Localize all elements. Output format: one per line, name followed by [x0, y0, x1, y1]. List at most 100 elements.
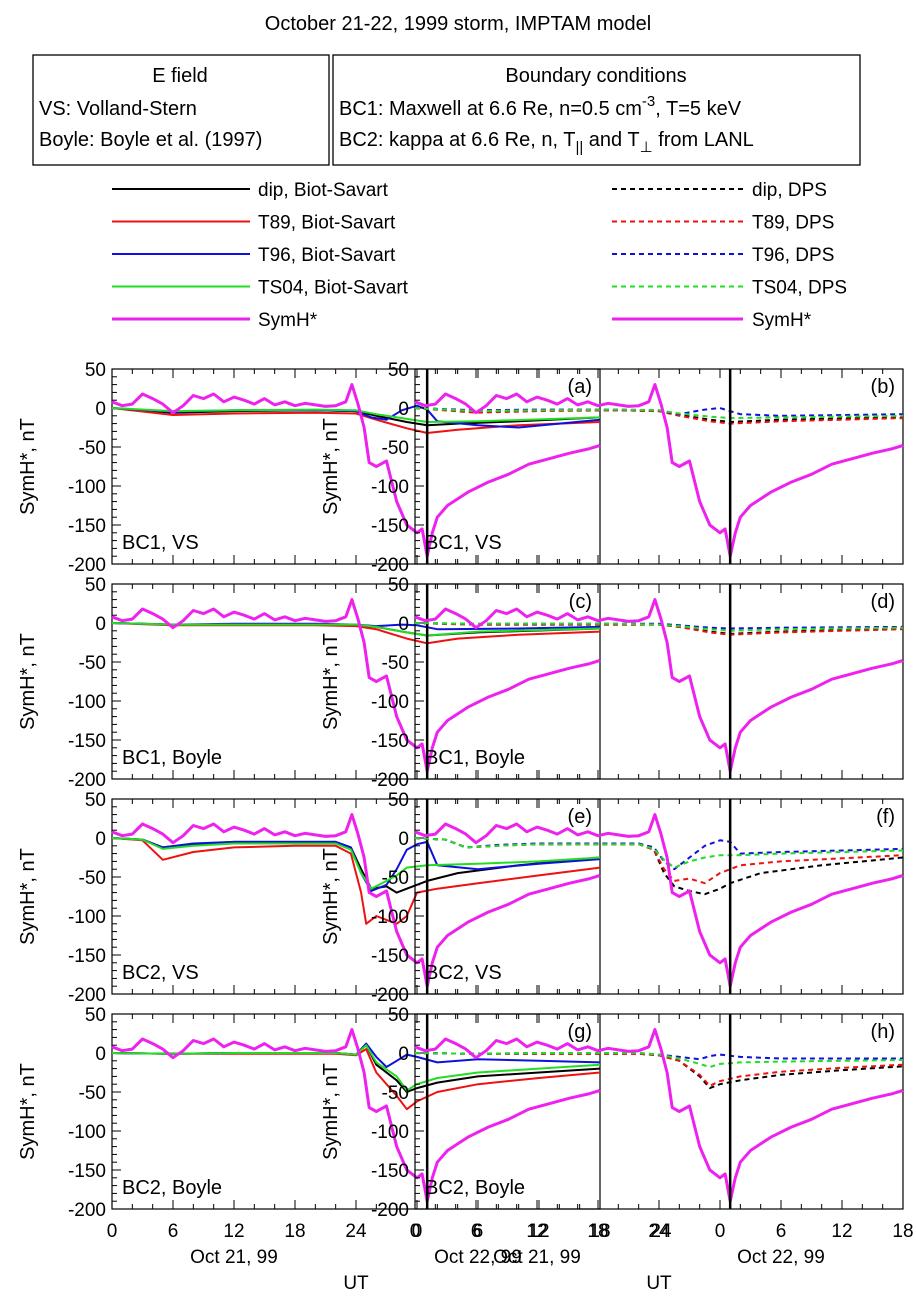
series-line [111, 837, 601, 925]
x-date-label-2: Oct 22, 99 [434, 1247, 522, 1268]
y-tick-label: -150 [68, 946, 106, 967]
y-tick-label: 50 [388, 360, 409, 381]
x-tick-label: 12 [528, 1221, 549, 1242]
panel-a: 50 0 -50 -100 -150 -200 SymH*, nT (a) BC1, VS [17, 360, 601, 576]
panel-letter: (f) [876, 806, 895, 828]
y-tick-label: -200 [371, 770, 409, 791]
y-tick-label: -200 [68, 985, 106, 1006]
y-axis-label: SymH*, nT [320, 848, 342, 945]
panel-b: 50 0 -50 -100 -150 -200 SymH*, nT (b) BC1, VS [320, 360, 904, 576]
y-tick-label: -100 [68, 907, 106, 928]
y-tick-label: 0 [95, 614, 106, 635]
bc-line-2-sub1: || [575, 139, 583, 156]
series-line [111, 1048, 601, 1111]
x-tick-label: 24 [650, 1221, 672, 1242]
y-tick-label: -150 [371, 1161, 409, 1182]
y-tick-label: -50 [382, 653, 409, 674]
legend-left: dip, Biot-Savart T89, Biot-Savart T96, Bio… [112, 180, 409, 331]
series-line [414, 407, 904, 425]
x-tick-label: 0 [412, 1221, 423, 1242]
y-tick-label: -100 [68, 1122, 106, 1143]
x-tick-label: 6 [471, 1221, 482, 1242]
x-tick-label: 18 [284, 1221, 305, 1242]
y-tick-label: -100 [371, 692, 409, 713]
symh-line [414, 813, 904, 988]
x-axis-label: UT [646, 1273, 672, 1294]
panel-letter: (b) [871, 376, 895, 398]
y-axis-label: SymH*, nT [320, 633, 342, 730]
panel-h: 50 0 -50 -100 -150 -200 SymH*, nT (h) BC2, Boyle [320, 1005, 904, 1221]
bc-box: Boundary conditions BC1: Maxwell at 6.6 … [332, 54, 861, 166]
y-tick-label: -200 [371, 985, 409, 1006]
y-tick-label: -50 [382, 438, 409, 459]
symh-line [111, 598, 601, 773]
symh-line [111, 1028, 601, 1203]
series-line [414, 837, 904, 869]
bc-line-1-b: , T=5 keV [655, 98, 741, 120]
y-tick-label: 50 [388, 790, 409, 811]
legend-label-1: T89, Biot-Savart [258, 213, 396, 234]
y-tick-label: 50 [85, 790, 106, 811]
bc-line-1: BC1: Maxwell at 6.6 Re, n=0.5 cm-3, T=5 … [339, 93, 742, 120]
panel-d: 50 0 -50 -100 -150 -200 SymH*, nT (d) BC1, Boyle [320, 575, 904, 791]
panel-condition-label: BC1, Boyle [122, 747, 222, 769]
x-tick-label: 18 [589, 1221, 610, 1242]
bc-line-2: BC2: kappa at 6.6 Re, n, T|| and T⊥ from… [339, 129, 754, 156]
y-tick-label: -100 [68, 692, 106, 713]
y-tick-label: 0 [398, 829, 409, 850]
y-axis-label: SymH*, nT [17, 418, 39, 515]
y-tick-label: -150 [68, 731, 106, 752]
x-date-label-2: Oct 22, 99 [737, 1247, 825, 1268]
y-tick-label: -200 [68, 555, 106, 576]
panel-c: 50 0 -50 -100 -150 -200 SymH*, nT (c) BC1, Boyle [17, 575, 601, 791]
y-tick-label: -50 [382, 868, 409, 889]
x-tick-label: 6 [168, 1221, 179, 1242]
y-axis-label: SymH*, nT [320, 418, 342, 515]
bc-line-2-a: BC2: kappa at 6.6 Re, n, T [339, 129, 575, 151]
x-tick-label: 0 [715, 1221, 726, 1242]
bc-line-1-sup: -3 [642, 93, 655, 110]
panel-letter: (h) [871, 1021, 895, 1043]
series-line [111, 622, 601, 645]
legend-label-0: dip, Biot-Savart [258, 180, 389, 201]
y-tick-label: -150 [371, 946, 409, 967]
bc-line-2-c: from LANL [653, 129, 754, 151]
legend-label-8: TS04, DPS [752, 278, 847, 299]
legend-label-6: T89, DPS [752, 213, 834, 234]
y-tick-label: 0 [398, 1044, 409, 1065]
y-tick-label: 0 [95, 829, 106, 850]
y-tick-label: -100 [68, 477, 106, 498]
y-tick-label: -200 [371, 555, 409, 576]
y-tick-label: -100 [371, 907, 409, 928]
series-line [414, 1052, 904, 1087]
panel-e: 50 0 -50 -100 -150 -200 SymH*, nT (e) BC2, VS [17, 790, 601, 1006]
y-tick-label: -200 [371, 1200, 409, 1221]
bc-heading: Boundary conditions [505, 65, 686, 87]
y-tick-label: -200 [68, 1200, 106, 1221]
series-line [414, 622, 904, 632]
x-tick-label: 18 [587, 1221, 608, 1242]
legend-label-2: T96, Biot-Savart [258, 245, 396, 266]
efield-line-2: Boyle: Boyle et al. (1997) [39, 129, 262, 151]
panel-letter: (g) [568, 1021, 592, 1043]
x-tick-label: 12 [526, 1221, 547, 1242]
series-line [111, 837, 601, 890]
y-tick-label: 50 [388, 1005, 409, 1026]
panel-condition-label: BC2, VS [425, 962, 502, 984]
symh-line [414, 598, 904, 773]
panel-letter: (d) [871, 591, 895, 613]
x-tick-label: 0 [107, 1221, 118, 1242]
y-tick-label: -50 [382, 1083, 409, 1104]
x-tick-label: 6 [473, 1221, 484, 1242]
y-axis-label: SymH*, nT [17, 1063, 39, 1160]
series-line [111, 1044, 601, 1092]
y-tick-label: -50 [79, 438, 106, 459]
panel-condition-label: BC2, Boyle [122, 1177, 222, 1199]
x-tick-label: 6 [776, 1221, 787, 1242]
y-axis-label: SymH*, nT [17, 848, 39, 945]
x-axis-label: UT [343, 1273, 369, 1294]
y-tick-label: 50 [85, 1005, 106, 1026]
x-tick-label: 24 [345, 1221, 367, 1242]
chart-title: October 21-22, 1999 storm, IMPTAM model [265, 13, 651, 35]
